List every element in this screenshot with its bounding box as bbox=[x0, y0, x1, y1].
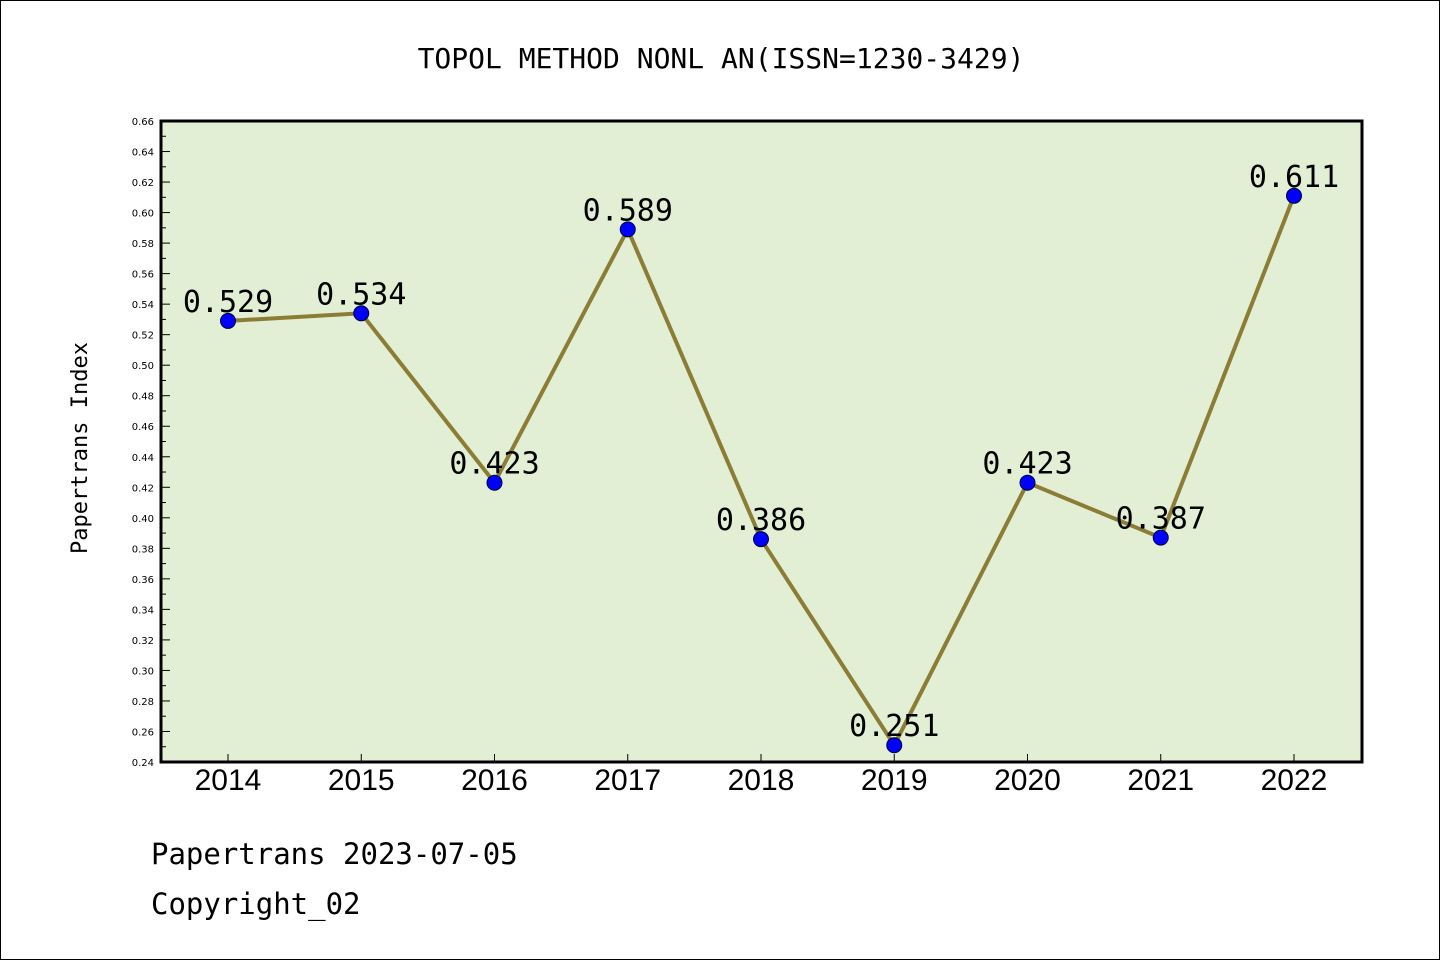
footer-date: Papertrans 2023-07-05 bbox=[151, 837, 518, 871]
y-tick-label: 0.30 bbox=[132, 666, 154, 677]
y-tick-label: 0.54 bbox=[132, 300, 154, 311]
data-point bbox=[1286, 187, 1302, 204]
x-tick-label: 2022 bbox=[1261, 764, 1328, 797]
data-point bbox=[353, 305, 370, 322]
data-point bbox=[619, 221, 636, 238]
x-tick-label: 2016 bbox=[461, 764, 528, 797]
y-tick-label: 0.58 bbox=[132, 239, 154, 250]
y-tick-label: 0.40 bbox=[132, 514, 154, 525]
y-tick-label: 0.64 bbox=[132, 148, 154, 159]
data-point bbox=[886, 737, 903, 754]
x-axis-ticks: 2014 2015 2016 2017 2018 2019 2020 2021 2022 bbox=[195, 754, 1328, 797]
y-tick-label: 0.38 bbox=[132, 544, 154, 555]
data-point bbox=[1152, 529, 1169, 546]
data-label: 0.387 bbox=[1116, 502, 1206, 537]
y-tick-label: 0.46 bbox=[132, 422, 154, 433]
chart-title: TOPOL METHOD NONL AN(ISSN=1230-3429) bbox=[418, 42, 1025, 75]
y-tick-label: 0.36 bbox=[132, 575, 154, 586]
y-tick-label: 0.24 bbox=[132, 758, 154, 769]
footer-copyright: Copyright_02 bbox=[151, 887, 361, 921]
y-axis-label: Papertrans Index bbox=[68, 342, 93, 554]
data-point bbox=[1019, 474, 1036, 491]
data-label: 0.529 bbox=[183, 285, 273, 320]
x-tick-label: 2014 bbox=[195, 764, 262, 797]
y-tick-label: 0.62 bbox=[132, 178, 154, 189]
x-tick-label: 2021 bbox=[1127, 764, 1194, 797]
data-label: 0.251 bbox=[849, 709, 939, 744]
data-point bbox=[486, 474, 503, 491]
y-tick-label: 0.26 bbox=[132, 727, 154, 738]
y-tick-label: 0.32 bbox=[132, 636, 154, 647]
y-axis-ticks: 0.24 0.26 0.28 0.30 0.32 0.34 0.36 0.38 0.40 0.42… bbox=[132, 117, 170, 769]
y-tick-label: 0.56 bbox=[132, 270, 154, 281]
y-tick-label: 0.34 bbox=[132, 605, 154, 616]
series-group: 0.529 0.534 0.423 0.589 0.386 0.251 0.423 0.387… bbox=[183, 160, 1339, 754]
x-tick-label: 2015 bbox=[328, 764, 395, 797]
y-tick-label: 0.44 bbox=[132, 453, 154, 464]
y-tick-label: 0.66 bbox=[132, 117, 154, 128]
data-point bbox=[753, 531, 769, 548]
plot-border bbox=[159, 119, 1364, 764]
y-tick-label: 0.60 bbox=[132, 209, 154, 220]
data-label: 0.611 bbox=[1249, 160, 1339, 195]
data-point bbox=[220, 312, 236, 329]
y-tick-label: 0.50 bbox=[132, 361, 154, 372]
data-label: 0.534 bbox=[316, 277, 406, 312]
data-label: 0.423 bbox=[449, 447, 539, 482]
x-tick-label: 2019 bbox=[861, 764, 928, 797]
y-tick-label: 0.42 bbox=[132, 483, 154, 494]
data-label: 0.423 bbox=[982, 447, 1072, 482]
x-tick-label: 2017 bbox=[594, 764, 661, 797]
y-tick-label: 0.52 bbox=[132, 331, 154, 342]
y-tick-label: 0.28 bbox=[132, 697, 154, 708]
data-label: 0.386 bbox=[716, 503, 806, 538]
data-label: 0.589 bbox=[583, 193, 673, 228]
x-tick-label: 2018 bbox=[728, 764, 795, 797]
x-tick-label: 2020 bbox=[994, 764, 1061, 797]
plot-area bbox=[161, 121, 1362, 762]
y-tick-label: 0.48 bbox=[132, 392, 154, 403]
